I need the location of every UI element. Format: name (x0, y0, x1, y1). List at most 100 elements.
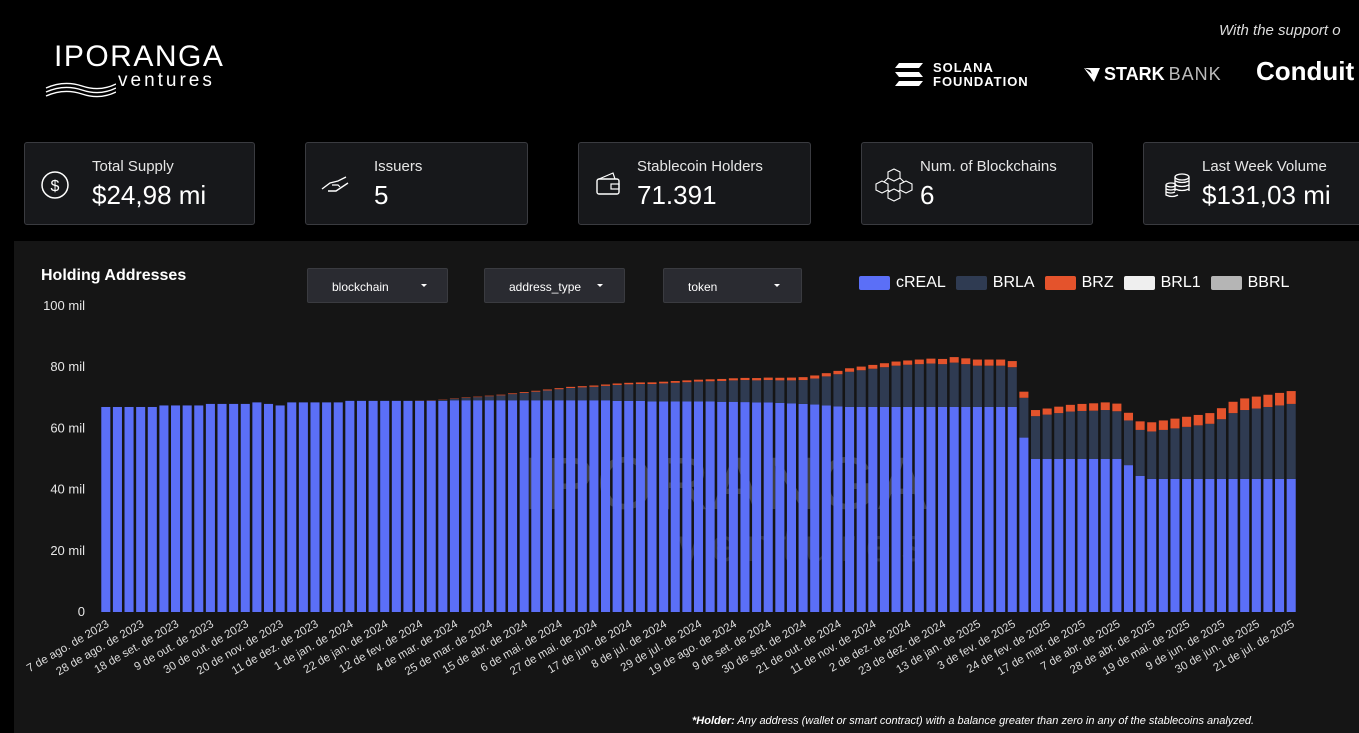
legend-swatch (859, 276, 890, 290)
bar-creal (368, 400, 378, 612)
bar-creal (1263, 478, 1273, 612)
bar-brla (1240, 410, 1250, 479)
bar-brz (601, 384, 611, 386)
bar-brz (589, 385, 599, 387)
bar-brla (577, 387, 587, 401)
bar-brz (798, 377, 808, 381)
bar-brz (1182, 416, 1192, 427)
bar-creal (1275, 478, 1285, 612)
bar-creal (263, 403, 274, 612)
bar-creal (984, 406, 994, 612)
chart-legend: cREAL BRLA BRZ BRL1 BBRL (859, 274, 1289, 292)
bar-brla (926, 363, 936, 407)
legend-item-brla[interactable]: BRLA (955, 274, 1035, 292)
bar-creal (1240, 478, 1250, 612)
blockchain-filter-dropdown[interactable]: blockchain (307, 268, 448, 303)
bar-creal (1123, 465, 1134, 612)
legend-item-bbrl[interactable]: BBRL (1210, 274, 1289, 292)
bar-creal (612, 400, 622, 612)
bar-brz (763, 377, 773, 381)
bar-brz (1007, 361, 1017, 368)
bar-creal (856, 406, 866, 612)
bar-brz (659, 381, 669, 384)
kpi-label: Total Supply (92, 158, 174, 175)
bar-brla (891, 365, 901, 407)
caret-down-icon (421, 284, 427, 287)
blocks-icon (875, 168, 913, 202)
kpi-card-issuers: Issuers 5 (305, 142, 528, 225)
dropdown-label: address_type (509, 280, 582, 294)
bar-brla (635, 384, 645, 401)
bar-brla (1205, 423, 1215, 479)
bar-brz (670, 381, 680, 383)
legend-item-brl1[interactable]: BRL1 (1123, 274, 1201, 292)
legend-item-brz[interactable]: BRZ (1044, 274, 1114, 292)
bar-brz (693, 379, 704, 382)
bar-creal (566, 400, 576, 612)
address-type-filter-dropdown[interactable]: address_type (484, 268, 625, 303)
bar-brz (554, 388, 564, 390)
bar-brz (566, 386, 576, 389)
bar-brla (554, 389, 564, 401)
solana-icon (895, 63, 923, 86)
bar-brla (786, 380, 796, 404)
kpi-label: Stablecoin Holders (637, 158, 763, 175)
bar-brla (542, 390, 552, 401)
bar-creal (403, 400, 413, 612)
starkbank-bold: STARK (1104, 64, 1165, 84)
bar-brz (856, 366, 866, 371)
bar-creal (496, 400, 506, 612)
token-filter-dropdown[interactable]: token (663, 268, 802, 303)
coins-icon (1165, 173, 1190, 198)
legend-item-creal[interactable]: cREAL (859, 274, 946, 292)
bar-brz (484, 395, 494, 397)
kpi-card-stablecoin-holders: Stablecoin Holders 71.391 (578, 142, 811, 225)
bar-brla (810, 378, 820, 405)
bar-brla (914, 364, 924, 407)
bar-brla (1042, 414, 1052, 459)
bar-brla (1170, 428, 1180, 479)
bar-creal (449, 400, 459, 612)
bar-brla (1100, 410, 1110, 459)
kpi-label: Last Week Volume (1202, 158, 1327, 175)
bar-brz (996, 359, 1006, 366)
bar-creal (717, 401, 727, 612)
bar-creal (508, 400, 518, 612)
legend-label: BRZ (1081, 274, 1114, 291)
bar-brla (1135, 429, 1145, 476)
bar-brz (1263, 394, 1273, 407)
y-tick-label: 0 (78, 604, 85, 619)
bar-creal (531, 400, 541, 612)
bar-creal (1042, 459, 1052, 612)
bar-brz (647, 382, 657, 385)
bar-brz (1019, 391, 1029, 398)
kpi-label: Issuers (374, 158, 423, 175)
legend-label: BRL1 (1160, 274, 1201, 291)
bar-creal (996, 406, 1006, 612)
kpi-card-num-blockchains: Num. of Blockchains 6 (861, 142, 1093, 225)
bar-creal (833, 406, 843, 612)
bar-creal (1135, 475, 1145, 612)
bar-creal (275, 405, 285, 612)
bar-creal (763, 402, 773, 612)
bar-brla (775, 380, 785, 403)
bar-brz (624, 382, 634, 385)
caret-down-icon (597, 284, 603, 287)
bar-creal (635, 400, 645, 612)
bar-creal (705, 401, 715, 612)
bar-brz (1054, 406, 1064, 414)
bar-brz (1135, 421, 1145, 430)
caret-down-icon (774, 284, 780, 287)
solana-foundation-logo: SOLANA FOUNDATION (893, 61, 1029, 89)
bar-brz (961, 358, 971, 365)
bar-brz (577, 386, 587, 388)
bar-creal (519, 400, 529, 612)
bar-brz (926, 358, 936, 364)
bar-creal (1147, 478, 1157, 612)
bar-brla (624, 384, 634, 401)
bar-creal (1112, 459, 1122, 612)
bar-brla (659, 383, 669, 402)
bar-brz (845, 368, 855, 372)
bar-brz (1170, 418, 1180, 429)
